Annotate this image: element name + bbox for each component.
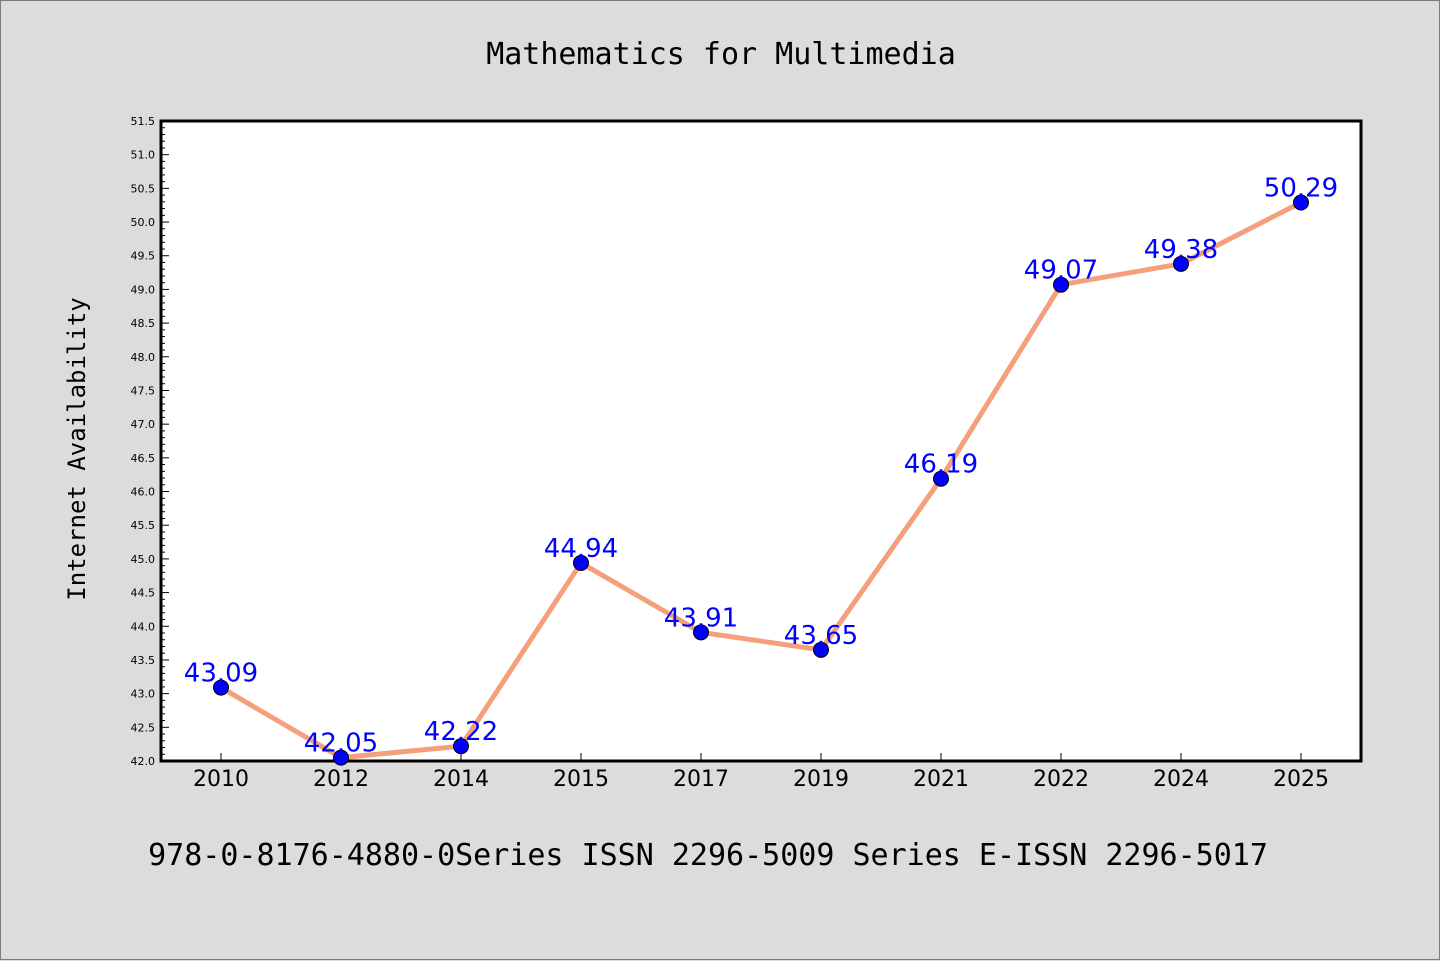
data-label: 50.29 bbox=[1264, 174, 1338, 204]
y-axis-ticks: 42.0 42.5 43.0 43.5 44.0 44.5 45.0 45.5 46.0 46.5… bbox=[131, 115, 169, 768]
y-tick-label: 46.5 bbox=[131, 452, 156, 465]
x-tick-label: 2024 bbox=[1153, 767, 1209, 792]
data-point bbox=[573, 554, 589, 571]
data-label: 49.38 bbox=[1144, 235, 1218, 265]
y-tick-label: 47.0 bbox=[131, 418, 156, 431]
y-tick-label: 42.5 bbox=[131, 721, 156, 734]
x-axis-ticks: 2010 2012 2014 2015 2017 2019 2021 2022 2024 2025 bbox=[193, 753, 1329, 792]
data-point bbox=[933, 470, 949, 487]
data-labels: 43.09 42.05 42.22 44.94 43.91 43.65 46.19 49.07… bbox=[184, 174, 1338, 759]
y-tick-label: 43.5 bbox=[131, 654, 156, 667]
y-tick-label: 49.0 bbox=[131, 283, 156, 296]
x-tick-label: 2012 bbox=[313, 767, 369, 792]
y-tick-label: 47.5 bbox=[131, 384, 156, 397]
y-tick-label: 51.5 bbox=[131, 115, 156, 128]
data-point bbox=[813, 641, 829, 658]
data-label: 42.05 bbox=[304, 729, 378, 759]
y-tick-label: 49.5 bbox=[131, 250, 156, 263]
x-tick-label: 2015 bbox=[553, 767, 609, 792]
data-point bbox=[213, 679, 229, 696]
y-tick-label: 50.5 bbox=[131, 182, 156, 195]
y-tick-label: 45.5 bbox=[131, 519, 156, 532]
data-label: 43.09 bbox=[184, 659, 258, 689]
y-tick-label: 44.5 bbox=[131, 587, 156, 600]
y-tick-label: 48.0 bbox=[131, 351, 156, 364]
data-label: 49.07 bbox=[1024, 256, 1098, 286]
plot-area bbox=[159, 119, 1363, 763]
y-tick-label: 43.0 bbox=[131, 688, 156, 701]
data-point bbox=[1293, 194, 1309, 211]
footer-isbn: 978-0-8176-4880-0Series ISSN 2296-5009 S… bbox=[148, 838, 1268, 873]
series-line bbox=[218, 200, 1304, 761]
x-tick-label: 2022 bbox=[1033, 767, 1089, 792]
data-series bbox=[213, 194, 1309, 766]
chart-title: Mathematics for Multimedia bbox=[486, 37, 956, 72]
y-tick-label: 45.0 bbox=[131, 553, 156, 566]
y-tick-label: 42.0 bbox=[131, 755, 156, 768]
data-point bbox=[693, 624, 709, 641]
data-label: 43.65 bbox=[784, 621, 858, 651]
data-point bbox=[453, 738, 469, 755]
y-tick-label: 48.5 bbox=[131, 317, 156, 330]
data-point bbox=[1173, 255, 1189, 272]
x-tick-label: 2017 bbox=[673, 767, 729, 792]
y-tick-label: 50.0 bbox=[131, 216, 156, 229]
x-tick-label: 2021 bbox=[913, 767, 969, 792]
y-tick-label: 44.0 bbox=[131, 620, 156, 633]
x-tick-label: 2010 bbox=[193, 767, 249, 792]
data-point bbox=[333, 749, 349, 766]
y-tick-label: 46.0 bbox=[131, 486, 156, 499]
data-label: 46.19 bbox=[904, 450, 978, 480]
y-axis-label: Internet Availability bbox=[63, 297, 91, 600]
data-label: 44.94 bbox=[544, 534, 618, 564]
data-point bbox=[1053, 276, 1069, 293]
x-tick-label: 2025 bbox=[1273, 767, 1329, 792]
x-tick-label: 2019 bbox=[793, 767, 849, 792]
x-tick-label: 2014 bbox=[433, 767, 489, 792]
data-label: 43.91 bbox=[664, 603, 738, 633]
y-tick-label: 51.0 bbox=[131, 149, 156, 162]
data-label: 42.22 bbox=[424, 717, 498, 747]
